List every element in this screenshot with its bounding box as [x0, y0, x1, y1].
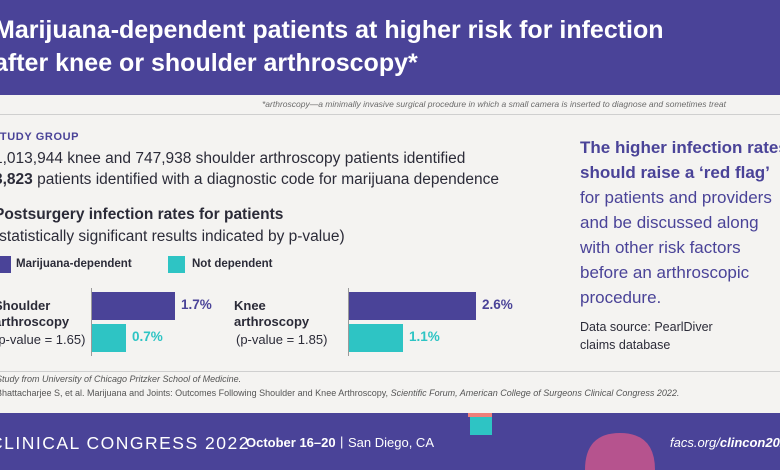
data-source: Data source: PearlDiver claims database	[580, 318, 713, 354]
citation-authors: Bhattacharjee S, et al. Marijuana and Jo…	[0, 388, 391, 398]
shoulder-dependent-bar	[92, 292, 175, 320]
footer-banner: CLINICAL CONGRESS 2022 October 16–20 | S…	[0, 413, 780, 470]
knee-group-label: Knee arthroscopy	[234, 298, 309, 330]
legend-swatch-not-dependent	[168, 256, 185, 273]
url-bold: clincon2022	[719, 435, 780, 450]
congress-location: San Diego, CA	[348, 435, 434, 450]
divider-bottom	[0, 371, 780, 372]
footer-decoration	[468, 413, 655, 470]
teal-shape	[470, 417, 492, 435]
study-group-label: STUDY GROUP	[0, 131, 80, 143]
title-line-1: Marijuana-dependent patients at higher r…	[0, 16, 664, 44]
congress-dates: October 16–20	[246, 435, 336, 450]
legend-swatch-dependent	[0, 256, 11, 273]
knee-p-value: (p-value = 1.85)	[236, 332, 328, 347]
pull-quote: The higher infection rates should raise …	[580, 135, 780, 310]
shoulder-not-dependent-bar	[92, 324, 126, 352]
knee-dependent-bar	[349, 292, 476, 320]
quote-body: for patients and providers and be discus…	[580, 188, 772, 307]
citation: Bhattacharjee S, et al. Marijuana and Jo…	[0, 388, 679, 398]
knee-axis	[348, 288, 349, 356]
study-line-1: 1,013,944 knee and 747,938 shoulder arth…	[0, 150, 466, 167]
dependent-count: 3,823	[0, 171, 33, 188]
congress-link[interactable]: facs.org/clincon2022	[670, 435, 780, 450]
knee-label-line-1: Knee	[234, 298, 266, 313]
source-line-2: claims database	[580, 338, 671, 352]
header-banner: Marijuana-dependent patients at higher r…	[0, 0, 780, 95]
congress-name: CLINICAL CONGRESS 2022	[0, 433, 250, 453]
page-title: Marijuana-dependent patients at higher r…	[0, 14, 664, 80]
shoulder-label-line-2: arthroscopy	[0, 314, 70, 329]
shoulder-p-value: (p-value = 1.65)	[0, 332, 86, 347]
shoulder-group-label: Shoulder arthroscopy	[0, 298, 69, 330]
knee-dependent-value: 2.6%	[482, 297, 513, 312]
legend-label-dependent: Marijuana-dependent	[16, 258, 132, 270]
source-line-1: Data source: PearlDiver	[580, 320, 713, 334]
quote-emphasis: The higher infection rates should raise …	[580, 138, 780, 182]
legend-label-not-dependent: Not dependent	[192, 258, 273, 270]
footer-separator: |	[340, 434, 344, 449]
url-prefix: facs.org/	[670, 435, 720, 450]
study-credit: Study from University of Chicago Pritzke…	[0, 374, 242, 384]
shoulder-axis	[91, 288, 92, 356]
citation-venue: Scientific Forum, American College of Su…	[390, 388, 680, 398]
shoulder-not-dependent-value: 0.7%	[132, 329, 163, 344]
rates-subtitle: (statistically significant results indic…	[0, 228, 345, 245]
pink-shape	[585, 433, 655, 470]
knee-not-dependent-bar	[349, 324, 403, 352]
shoulder-label-line-1: Shoulder	[0, 298, 51, 313]
rates-title: Postsurgery infection rates for patients	[0, 206, 284, 223]
coral-shape	[468, 413, 492, 417]
knee-label-line-2: arthroscopy	[234, 314, 310, 329]
study-line-2: 3,823 patients identified with a diagnos…	[0, 171, 499, 189]
divider-top	[0, 114, 780, 115]
title-line-2: after knee or shoulder arthroscopy*	[0, 49, 418, 77]
shoulder-dependent-value: 1.7%	[181, 297, 212, 312]
dependent-text: patients identified with a diagnostic co…	[32, 171, 499, 188]
knee-not-dependent-value: 1.1%	[409, 329, 440, 344]
arthroscopy-footnote: *arthroscopy—a minimally invasive surgic…	[262, 99, 726, 109]
